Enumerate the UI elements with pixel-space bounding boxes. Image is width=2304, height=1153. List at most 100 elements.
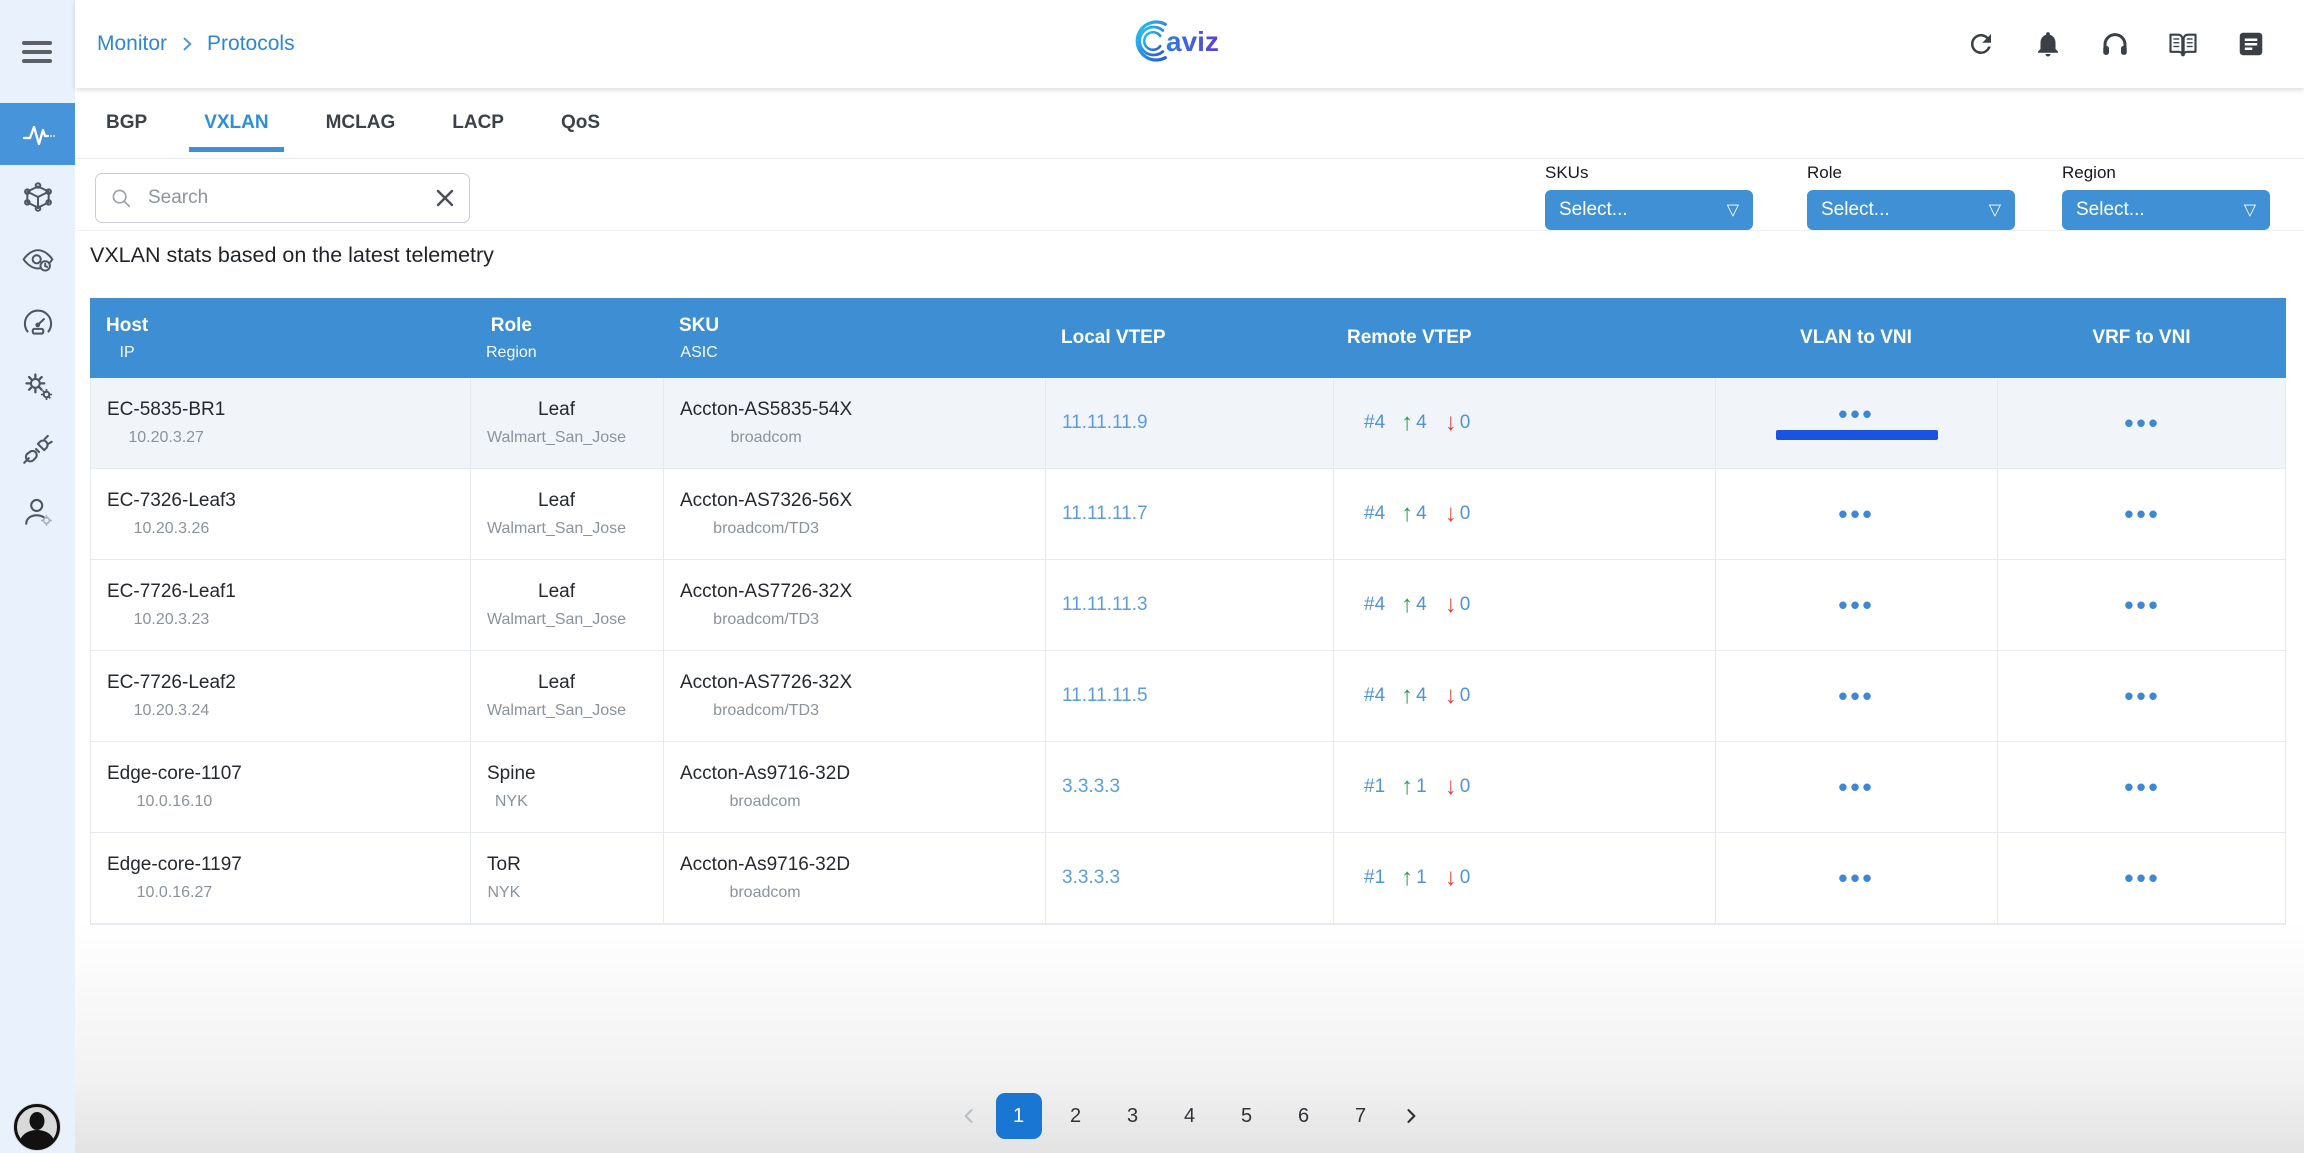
host-name: Edge-core-1107: [107, 763, 242, 784]
tab-qos[interactable]: QoS: [560, 112, 601, 133]
host-ip: 10.0.16.27: [136, 884, 213, 901]
local-vtep-link[interactable]: 3.3.3.3: [1062, 776, 1121, 797]
remote-down-count: 0: [1459, 412, 1471, 433]
breadcrumb-monitor[interactable]: Monitor: [97, 32, 168, 55]
vlan-to-vni-dots-button[interactable]: •••: [1838, 772, 1875, 802]
local-vtep-link[interactable]: 11.11.11.5: [1062, 685, 1148, 706]
tab-mclag[interactable]: MCLAG: [325, 112, 396, 133]
remote-vtep-count[interactable]: #4: [1364, 594, 1386, 615]
notifications-bell-icon[interactable]: [2033, 29, 2063, 59]
role: Leaf: [538, 672, 575, 693]
host-ip: 10.20.3.23: [133, 611, 210, 628]
support-headset-icon[interactable]: [2100, 29, 2130, 59]
pagination-page-1[interactable]: 1: [995, 1093, 1042, 1139]
filter-skus-select[interactable]: Select... ▽: [1545, 190, 1753, 230]
remote-vtep-stats: #4 ↑ 4 ↓ 0: [1364, 684, 1470, 708]
tab-lacp[interactable]: LACP: [452, 112, 504, 133]
search-box: [95, 173, 470, 223]
vrf-to-vni-dots-button[interactable]: •••: [2124, 683, 2160, 709]
host-name: EC-5835-BR1: [107, 399, 226, 420]
filter-row: SKUs Select... ▽ Role Select... ▽ Region…: [75, 159, 2304, 231]
pagination-page-2[interactable]: 2: [1069, 1105, 1082, 1127]
vlan-to-vni-dots-button[interactable]: •••: [1775, 401, 1938, 440]
pagination-page-6[interactable]: 6: [1297, 1105, 1310, 1127]
user-avatar[interactable]: [12, 1102, 62, 1152]
local-vtep-link[interactable]: 11.11.11.7: [1062, 503, 1148, 524]
column-header-role[interactable]: Role Region: [486, 314, 537, 361]
column-header-sku[interactable]: SKU ASIC: [679, 314, 720, 361]
local-vtep-link[interactable]: 11.11.11.3: [1062, 594, 1148, 615]
tab-vxlan[interactable]: VXLAN: [189, 88, 285, 158]
sidebar-item-monitoring[interactable]: [0, 103, 75, 165]
column-header-remote-vtep[interactable]: Remote VTEP: [1347, 327, 1472, 348]
filter-role-select[interactable]: Select... ▽: [1807, 190, 2015, 230]
sku: Accton-AS7726-32X: [680, 581, 853, 602]
remote-vtep-count[interactable]: #1: [1364, 776, 1386, 797]
sidebar-item-user-management[interactable]: [0, 481, 75, 543]
column-header-host[interactable]: Host IP: [106, 314, 149, 361]
host-ip: 10.20.3.24: [133, 702, 210, 719]
local-vtep-link[interactable]: 11.11.11.9: [1062, 412, 1148, 433]
pagination-page-7[interactable]: 7: [1354, 1105, 1367, 1127]
vlan-to-vni-dots-button[interactable]: •••: [1838, 592, 1874, 618]
role: Spine: [487, 763, 536, 784]
filter-region-label: Region: [2062, 163, 2116, 182]
vrf-to-vni-dots-button[interactable]: •••: [2124, 865, 2160, 891]
pagination-page-4[interactable]: 4: [1183, 1105, 1196, 1127]
region: NYK: [487, 884, 521, 901]
remote-vtep-count[interactable]: #4: [1364, 685, 1386, 706]
pagination-page-3[interactable]: 3: [1126, 1105, 1139, 1127]
table-row: EC-5835-BR1 10.20.3.27 Leaf Walmart_San_Jo…: [91, 378, 2285, 469]
pagination-prev-icon[interactable]: [953, 1106, 985, 1126]
remote-down-count: 0: [1459, 685, 1471, 706]
documentation-book-icon[interactable]: [2167, 29, 2199, 59]
sidebar-item-topology[interactable]: [0, 166, 75, 228]
pagination-next-icon[interactable]: [1395, 1106, 1427, 1126]
asic: broadcom: [729, 793, 801, 810]
pagination-page-5[interactable]: 5: [1240, 1105, 1253, 1127]
sidebar-item-integrations[interactable]: [0, 418, 75, 480]
column-header-vlan-to-vni[interactable]: VLAN to VNI: [1800, 327, 1912, 348]
dropdown-arrow-icon: ▽: [1988, 202, 2001, 219]
filter-role: Role Select... ▽: [1807, 163, 2015, 230]
refresh-icon[interactable]: [1966, 29, 1996, 59]
vrf-to-vni-dots-button[interactable]: •••: [2124, 774, 2160, 800]
column-header-local-vtep[interactable]: Local VTEP: [1061, 327, 1166, 348]
eye-clock-icon: [21, 243, 55, 277]
arrow-down-icon: ↓: [1444, 773, 1457, 800]
sidebar-item-settings[interactable]: [0, 355, 75, 417]
vrf-to-vni-dots-button[interactable]: •••: [2124, 501, 2160, 527]
hamburger-menu-icon[interactable]: [22, 41, 52, 64]
host-name: Edge-core-1197: [107, 854, 242, 875]
local-vtep-link[interactable]: 3.3.3.3: [1062, 867, 1121, 888]
ellipsis-icon: •••: [1838, 772, 1875, 802]
sidebar-item-observability[interactable]: [0, 229, 75, 291]
remote-vtep-stats: #4 ↑ 4 ↓ 0: [1364, 593, 1470, 617]
chevron-right-icon: [177, 34, 197, 54]
filter-region: Region Select... ▽: [2062, 163, 2270, 230]
remote-vtep-count[interactable]: #4: [1364, 412, 1386, 433]
vrf-to-vni-dots-button[interactable]: •••: [2124, 592, 2160, 618]
vlan-to-vni-dots-button[interactable]: •••: [1838, 499, 1875, 529]
remote-vtep-stats: #4 ↑ 4 ↓ 0: [1364, 502, 1470, 526]
vlan-to-vni-dots-button[interactable]: •••: [1838, 865, 1874, 891]
vlan-to-vni-dots-button[interactable]: •••: [1838, 683, 1874, 709]
search-input[interactable]: [148, 187, 435, 209]
vrf-to-vni-dots-button[interactable]: •••: [2124, 410, 2160, 436]
filter-region-select[interactable]: Select... ▽: [2062, 190, 2270, 230]
remote-vtep-count[interactable]: #4: [1364, 503, 1386, 524]
activity-pulse-icon: [21, 117, 55, 151]
ellipsis-icon: •••: [1838, 499, 1875, 529]
logs-article-icon[interactable]: [2236, 29, 2266, 59]
region: Walmart_San_Jose: [487, 702, 627, 719]
breadcrumb-protocols[interactable]: Protocols: [207, 32, 295, 55]
asic: broadcom/TD3: [713, 611, 819, 628]
sidebar-item-performance[interactable]: [0, 292, 75, 354]
clear-search-icon[interactable]: [435, 188, 455, 208]
remote-vtep-count[interactable]: #1: [1364, 867, 1386, 888]
sku: Accton-As9716-32D: [680, 763, 851, 784]
sku: Accton-AS7326-56X: [680, 490, 853, 511]
asic: broadcom: [729, 884, 801, 901]
column-header-vrf-to-vni[interactable]: VRF to VNI: [2092, 327, 2191, 348]
tab-bgp[interactable]: BGP: [106, 112, 148, 133]
